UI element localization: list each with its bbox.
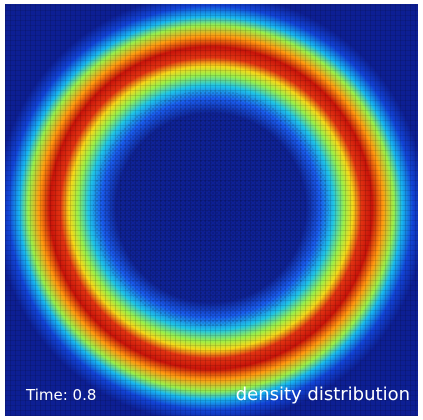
- field: [5, 4, 418, 416]
- fine-mesh: [93, 90, 329, 326]
- caption: density distribution: [236, 384, 410, 405]
- time-label: Time: 0.8: [25, 386, 96, 404]
